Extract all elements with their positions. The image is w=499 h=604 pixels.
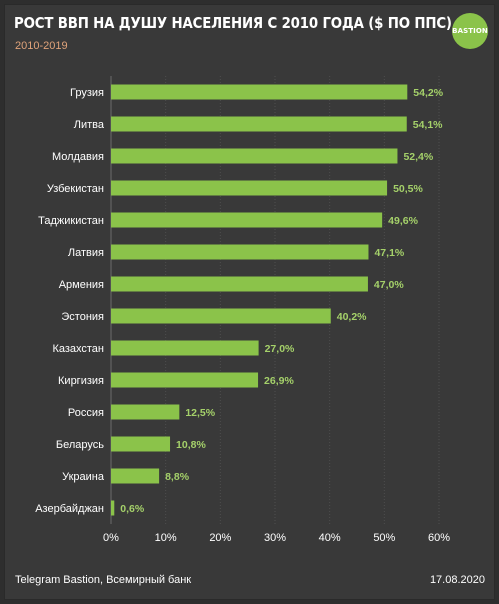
chart-subtitle: 2010-2019 [15, 40, 68, 52]
category-label: Грузия [70, 87, 104, 99]
bar [111, 116, 407, 132]
category-label: Казахстан [52, 343, 104, 355]
category-label: Узбекистан [47, 183, 104, 195]
date-label: 17.08.2020 [429, 574, 485, 586]
bar [111, 244, 369, 260]
x-tick-label: 40% [319, 532, 341, 544]
value-label: 27,0% [265, 343, 295, 355]
category-label: Киргизия [58, 375, 104, 387]
x-tick-label: 10% [155, 532, 177, 544]
x-tick-label: 30% [264, 532, 286, 544]
bar [111, 148, 398, 164]
bar [111, 468, 160, 484]
category-label: Беларусь [56, 439, 104, 451]
value-label: 54,1% [413, 119, 443, 131]
logo-text: BASTION [452, 27, 488, 35]
bar [111, 436, 171, 452]
bar [111, 212, 383, 228]
category-label: Таджикистан [38, 215, 104, 227]
value-label: 10,8% [176, 439, 206, 451]
value-label: 54,2% [413, 87, 443, 99]
value-label: 26,9% [264, 375, 294, 387]
category-label: Эстония [61, 311, 104, 323]
x-tick-label: 20% [209, 532, 231, 544]
value-label: 8,8% [165, 471, 190, 483]
value-label: 47,1% [374, 247, 404, 259]
x-tick-label: 60% [428, 532, 450, 544]
category-label: Молдавия [52, 151, 104, 163]
value-label: 49,6% [388, 215, 418, 227]
bar [111, 404, 180, 420]
x-tick-label: 50% [373, 532, 395, 544]
category-label: Литва [74, 119, 105, 131]
category-label: Азербайджан [35, 503, 104, 515]
bar [111, 308, 331, 324]
category-label: Армения [59, 279, 104, 291]
chart-title: РОСТ ВВП НА ДУШУ НАСЕЛЕНИЯ С 2010 ГОДА (… [14, 14, 452, 32]
value-label: 0,6% [120, 503, 145, 515]
value-label: 50,5% [393, 183, 423, 195]
value-label: 52,4% [403, 151, 433, 163]
x-tick-label: 0% [103, 532, 119, 544]
bar [111, 500, 115, 516]
category-label: Украина [62, 471, 105, 483]
value-label: 12,5% [185, 407, 215, 419]
bar [111, 372, 259, 388]
bastion-logo: BASTION [452, 13, 488, 49]
category-label: Латвия [68, 247, 104, 259]
chart-frame [4, 4, 495, 600]
bar [111, 84, 408, 100]
bar [111, 276, 368, 292]
category-label: Россия [68, 407, 104, 419]
bar [111, 180, 388, 196]
value-label: 47,0% [374, 279, 404, 291]
value-label: 40,2% [337, 311, 367, 323]
source-note: Telegram Bastion, Всемирный банк [15, 574, 192, 586]
bar [111, 340, 259, 356]
